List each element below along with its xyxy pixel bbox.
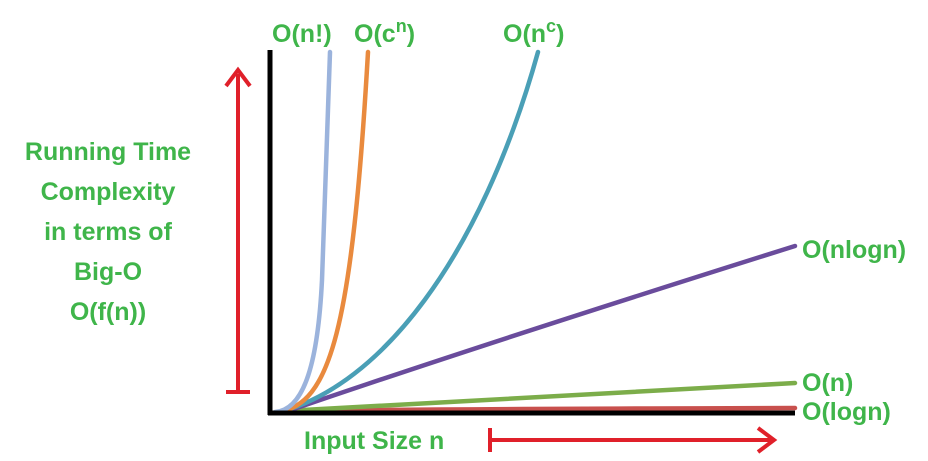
y-label-line: Complexity: [41, 178, 176, 206]
curve-label: O(n!): [272, 20, 332, 48]
curve-label: O(cn): [354, 16, 415, 48]
label-text: O(n): [802, 369, 853, 397]
curve-cn: [275, 49, 371, 415]
curve-nc: [277, 49, 541, 415]
curve-label: O(nlogn): [802, 236, 906, 264]
label-text: ): [556, 20, 564, 48]
y-arrow: [224, 66, 252, 394]
label-text: O(nlogn): [802, 236, 906, 264]
y-label-line: Big-O: [74, 258, 142, 286]
x-arrow: [488, 426, 778, 454]
curve-n: [282, 380, 798, 414]
curve-nlogn: [282, 243, 798, 415]
y-label-line: O(f(n)): [70, 298, 146, 326]
label-text: O(logn): [802, 398, 891, 426]
curve-label: O(nc): [503, 16, 564, 48]
x-axis-label: Input Size n: [304, 427, 444, 455]
label-text: O(n!): [272, 20, 332, 48]
label-text: O(c: [354, 20, 396, 48]
label-sup: n: [396, 16, 407, 36]
label-sup: c: [546, 16, 556, 36]
label-text: O(n: [503, 20, 546, 48]
y-label-line: Running Time: [25, 138, 191, 166]
curve-nfact: [272, 49, 333, 415]
y-axis-label: Running Time Complexity in terms of Big-…: [25, 138, 191, 326]
curve-label: O(n): [802, 369, 853, 397]
y-label-line: in terms of: [44, 218, 172, 246]
label-text: ): [407, 20, 415, 48]
curve-label: O(logn): [802, 398, 891, 426]
